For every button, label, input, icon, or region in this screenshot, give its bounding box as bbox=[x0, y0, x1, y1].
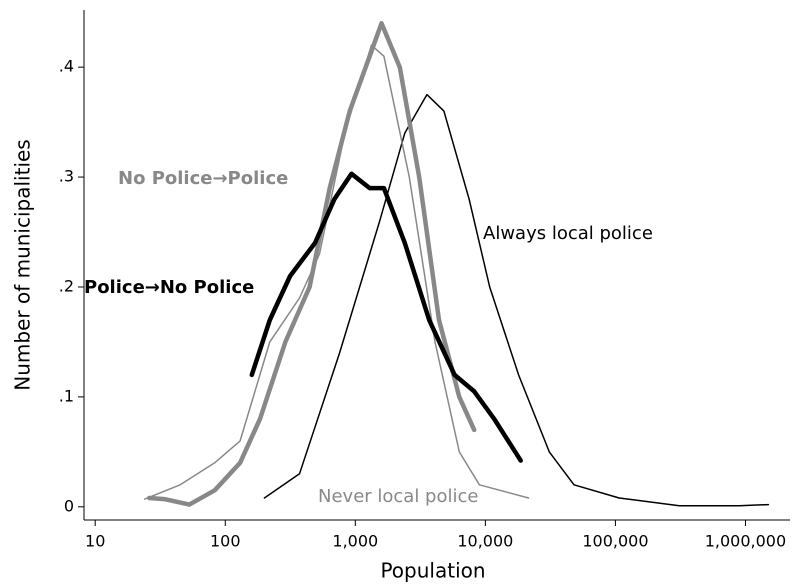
y-tick-label: .3 bbox=[59, 167, 74, 186]
x-tick-label: 1,000 bbox=[332, 532, 378, 551]
y-tick-label: .1 bbox=[59, 386, 74, 405]
x-axis-title: Population bbox=[380, 559, 485, 583]
y-tick-label: .2 bbox=[59, 276, 74, 295]
series-label: Police→No Police bbox=[84, 277, 254, 298]
series-line bbox=[249, 171, 523, 463]
series-line bbox=[143, 44, 530, 500]
x-tick-label: 1,000,000 bbox=[705, 532, 786, 551]
series-line bbox=[146, 20, 477, 507]
y-tick-label: .4 bbox=[59, 57, 74, 76]
y-axis-title: Number of municipalities bbox=[11, 139, 35, 390]
y-tick-label: 0 bbox=[64, 496, 74, 515]
x-tick-label: 100 bbox=[210, 532, 241, 551]
series-label: Always local police bbox=[483, 223, 653, 244]
series-label: Never local police bbox=[318, 486, 478, 507]
series-line bbox=[263, 93, 770, 507]
series-label: No Police→Police bbox=[118, 168, 288, 189]
x-tick-label: 10,000 bbox=[457, 532, 513, 551]
x-tick-label: 10 bbox=[85, 532, 105, 551]
x-tick-label: 100,000 bbox=[582, 532, 648, 551]
